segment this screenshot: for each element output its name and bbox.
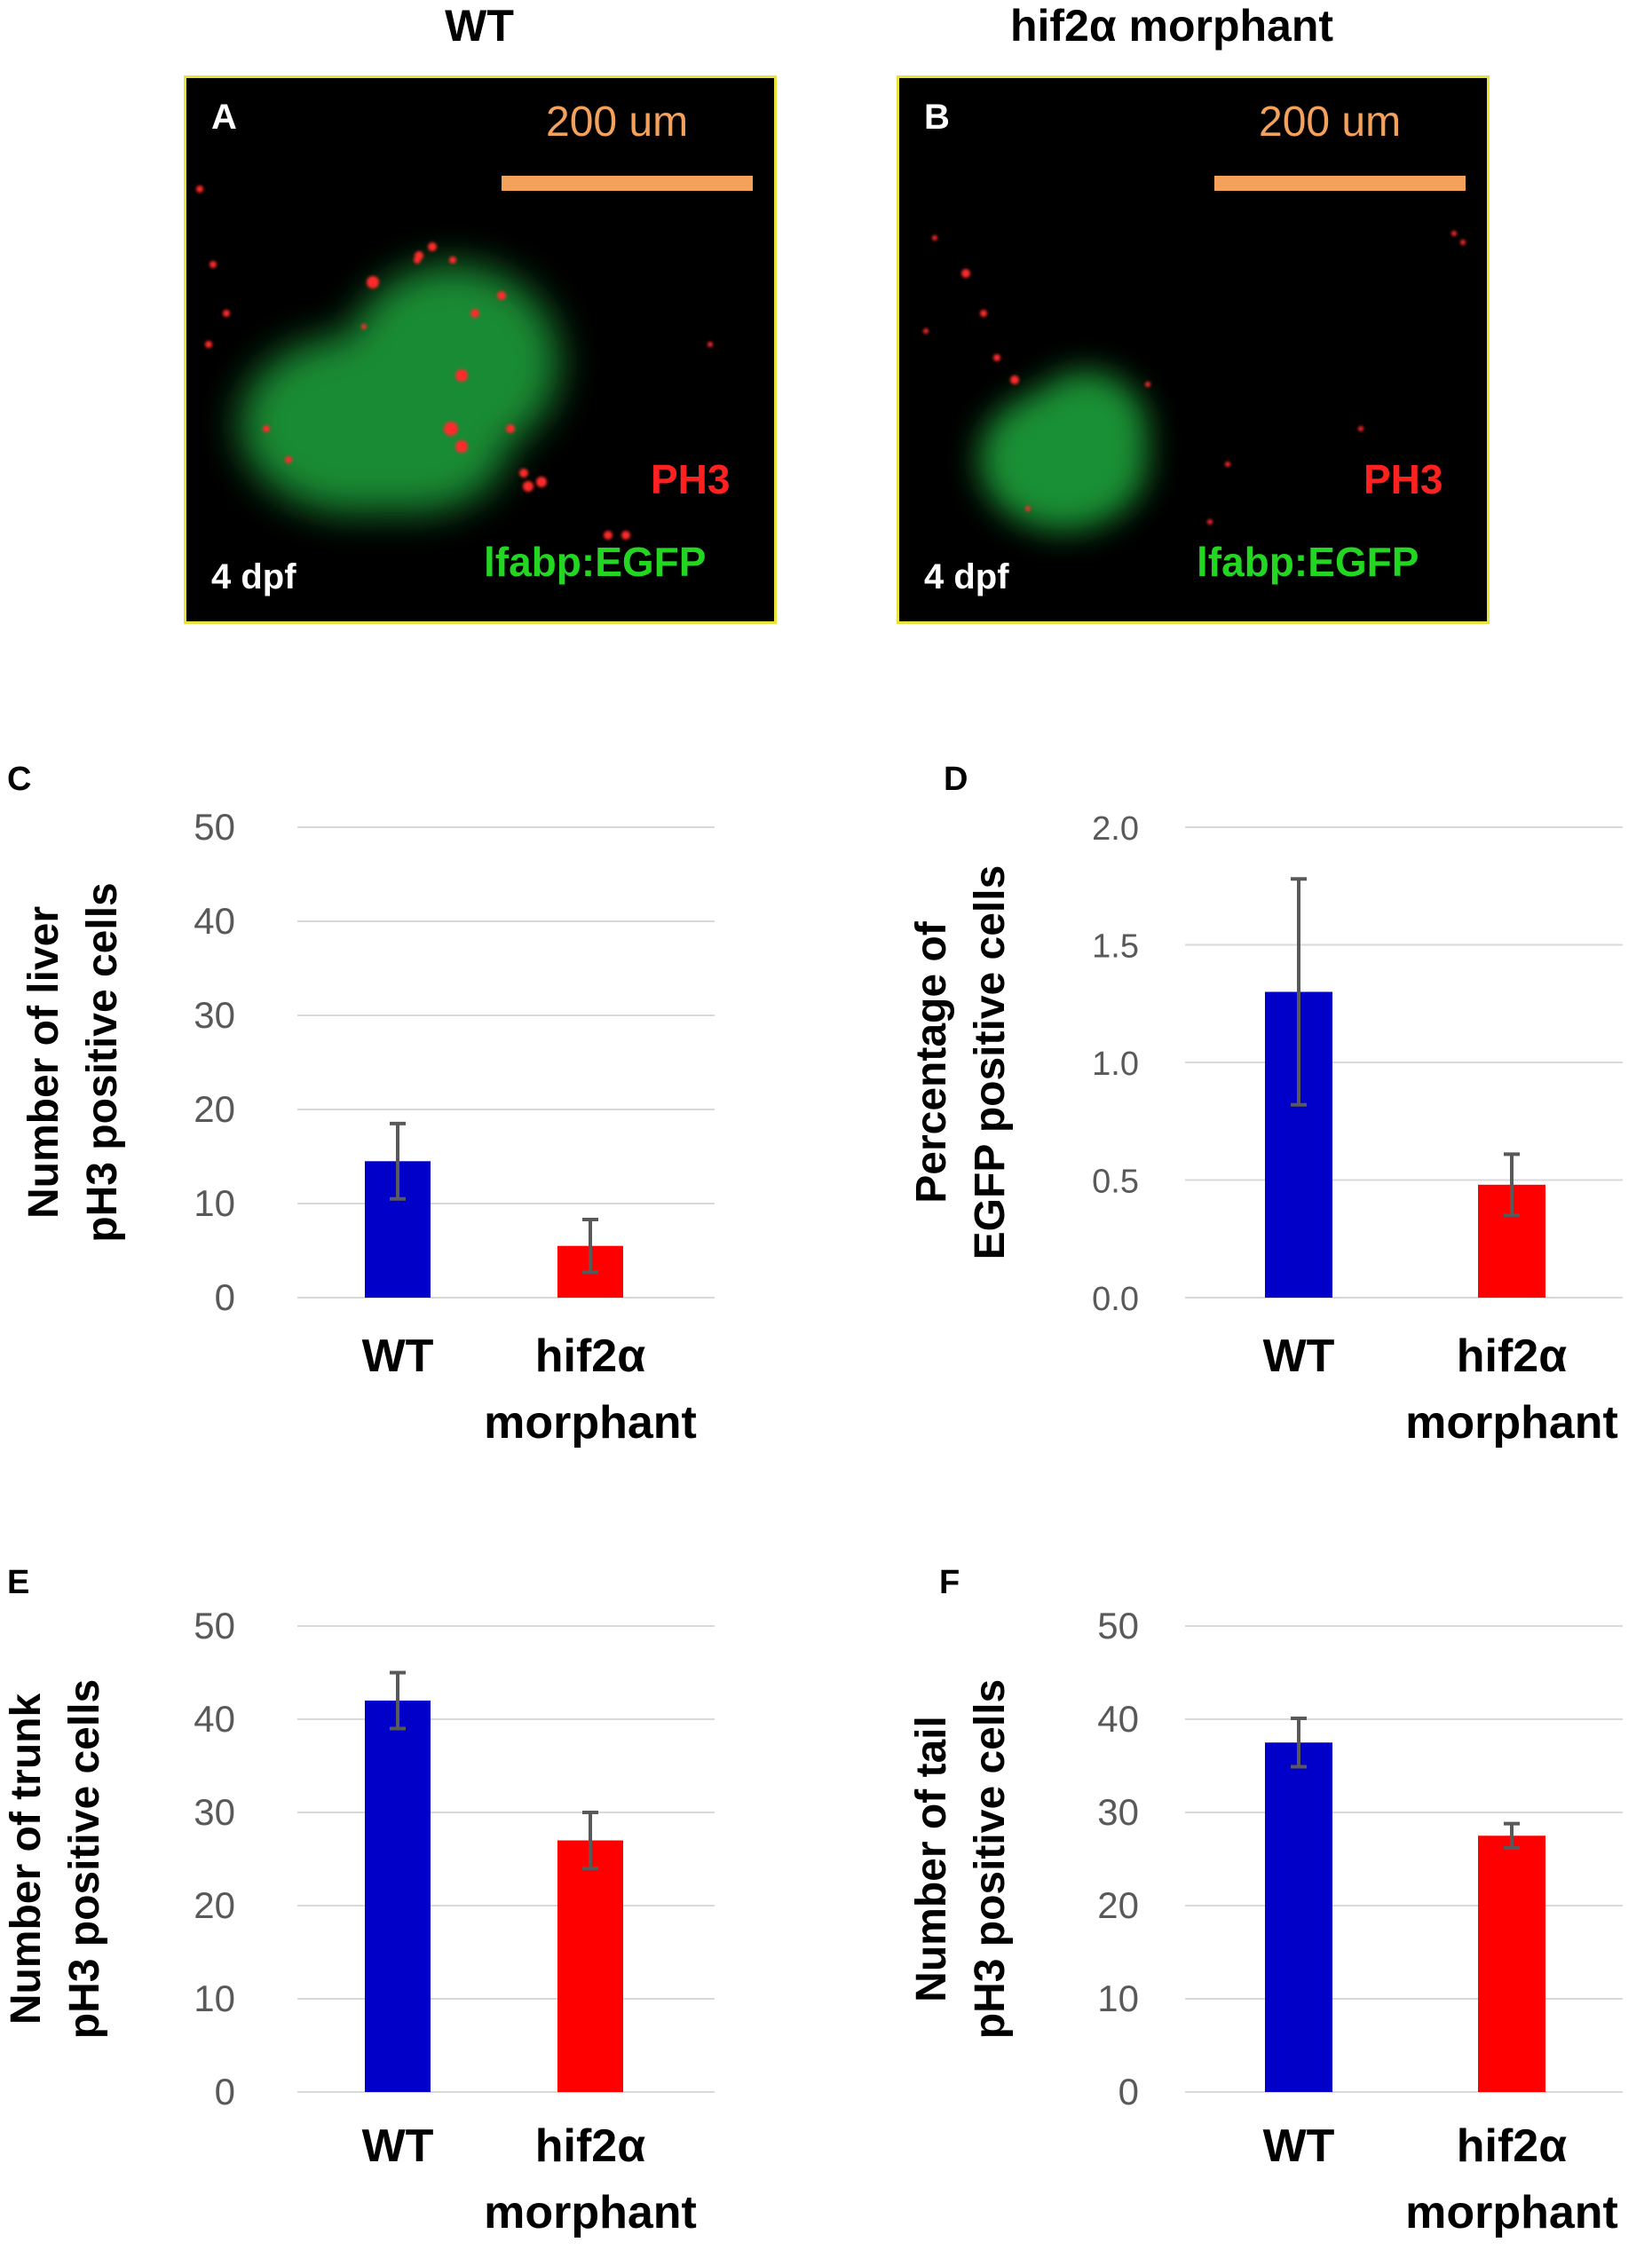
- x-category-label-e: WT: [362, 2120, 434, 2172]
- scale-bar-label-a: 200 um: [546, 99, 689, 146]
- x-category-label-c: WT: [362, 1330, 434, 1382]
- marker-label-a: lfabp:EGFP: [484, 539, 707, 585]
- y-tick-label-f: 0: [1118, 2071, 1139, 2112]
- y-axis-label-f: pH3 positive cells: [967, 1679, 1014, 2040]
- fluorescence-image-wt: [196, 186, 713, 540]
- panel-label-a: A: [211, 98, 237, 137]
- y-tick-label-e: 10: [194, 1978, 235, 2019]
- y-axis-label-e: pH3 positive cells: [61, 1679, 108, 2040]
- y-tick-label-c: 50: [194, 806, 235, 848]
- y-tick-label-c: 10: [194, 1182, 235, 1224]
- y-tick-label-f: 10: [1097, 1978, 1139, 2019]
- bar-e-wt: [365, 1701, 431, 2092]
- scale-bar-a: [502, 176, 753, 191]
- y-tick-label-d: 2.0: [1092, 810, 1139, 848]
- y-axis-label-d: EGFP positive cells: [967, 865, 1014, 1260]
- y-tick-label-f: 40: [1097, 1698, 1139, 1740]
- x-category-label-d: morphant: [1405, 1397, 1618, 1449]
- y-tick-label-c: 30: [194, 994, 235, 1036]
- y-tick-label-f: 20: [1097, 1884, 1139, 1926]
- x-category-label-d: WT: [1263, 1330, 1335, 1382]
- y-tick-label-e: 40: [194, 1698, 235, 1740]
- y-axis-label-f: Number of tail: [908, 1716, 955, 2002]
- x-category-label-f: hif2α: [1457, 2120, 1567, 2172]
- panel-label-e: E: [7, 1564, 29, 1601]
- morphant-column-title: hif2α morphant: [1009, 1, 1334, 51]
- y-tick-label-d: 0.5: [1092, 1164, 1139, 1201]
- stain-label-a: PH3: [651, 456, 731, 502]
- y-tick-label-d: 1.0: [1092, 1046, 1139, 1083]
- panel-label-b: B: [924, 98, 950, 137]
- wt-column-title: WT: [445, 1, 514, 51]
- y-axis-label-c: pH3 positive cells: [79, 882, 126, 1243]
- scale-bar-label-b: 200 um: [1259, 99, 1402, 146]
- panel-label-c: C: [7, 761, 31, 798]
- x-category-label-e: morphant: [484, 2187, 697, 2238]
- x-category-label-c: hif2α: [535, 1330, 645, 1382]
- x-category-label-f: WT: [1263, 2120, 1335, 2172]
- x-category-label-f: morphant: [1405, 2187, 1618, 2238]
- x-category-label-c: morphant: [484, 1397, 697, 1449]
- stage-label-a: 4 dpf: [211, 557, 296, 596]
- y-tick-label-c: 20: [194, 1088, 235, 1130]
- y-tick-label-e: 0: [215, 2071, 235, 2112]
- micrograph-morphant: B 200 um PH3 lfabp:EGFP 4 dpf: [897, 75, 1490, 624]
- y-tick-label-f: 50: [1097, 1605, 1139, 1646]
- y-tick-label-d: 1.5: [1092, 928, 1139, 966]
- x-category-label-d: hif2α: [1457, 1330, 1567, 1382]
- y-tick-label-e: 20: [194, 1884, 235, 1926]
- y-tick-label-c: 0: [215, 1276, 235, 1318]
- y-tick-label-c: 40: [194, 900, 235, 942]
- x-category-label-e: hif2α: [535, 2120, 645, 2172]
- panel-label-f: F: [939, 1564, 960, 1601]
- stage-label-b: 4 dpf: [924, 557, 1009, 596]
- bar-f-morphant: [1478, 1836, 1545, 2092]
- y-tick-label-d: 0.0: [1092, 1281, 1139, 1318]
- y-axis-label-d: Percentage of: [908, 920, 955, 1203]
- micrograph-wt: A 200 um PH3 lfabp:EGFP 4 dpf: [184, 75, 777, 624]
- stain-label-b: PH3: [1363, 456, 1443, 502]
- panel-label-d: D: [944, 761, 968, 798]
- y-axis-label-c: Number of liver: [20, 906, 67, 1219]
- bar-e-morphant: [557, 1840, 623, 2092]
- y-axis-label-e: Number of trunk: [3, 1693, 50, 2025]
- scale-bar-b: [1214, 176, 1466, 191]
- y-tick-label-f: 30: [1097, 1791, 1139, 1833]
- fluorescence-image-morphant: [923, 231, 1466, 531]
- y-tick-label-e: 50: [194, 1605, 235, 1646]
- marker-label-b: lfabp:EGFP: [1197, 539, 1419, 585]
- y-tick-label-e: 30: [194, 1791, 235, 1833]
- bar-f-wt: [1265, 1742, 1332, 2092]
